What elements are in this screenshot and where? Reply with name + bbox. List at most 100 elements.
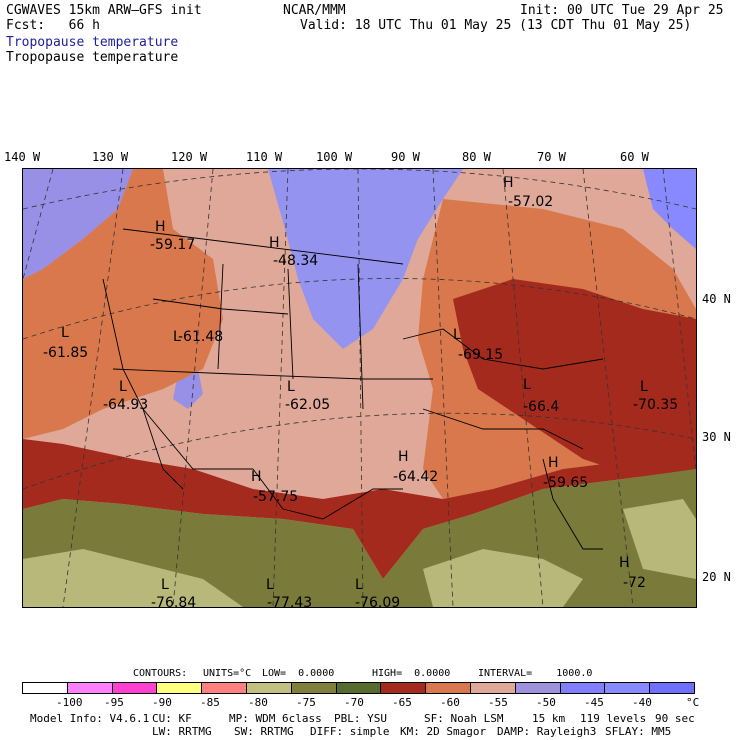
legend-swatch bbox=[112, 683, 158, 693]
legend-swatch bbox=[246, 683, 292, 693]
pressure-center-label: L bbox=[161, 577, 169, 593]
pressure-center-label: L bbox=[119, 379, 127, 395]
lon-label: 100 W bbox=[316, 150, 353, 164]
lat-label: 30 N bbox=[702, 430, 731, 444]
annotation-value: -76.84 bbox=[151, 595, 196, 608]
annotation-value: -66.4 bbox=[523, 399, 559, 415]
annotation-value: -48.34 bbox=[273, 253, 318, 269]
lon-label: 140 W bbox=[4, 150, 41, 164]
contours-units: UNITS=°C bbox=[203, 668, 252, 679]
lat-label: 20 N bbox=[702, 570, 731, 584]
pressure-center-label: H bbox=[251, 469, 262, 485]
annotation-value: -57.75 bbox=[253, 489, 298, 505]
annotation-value: -69.15 bbox=[458, 347, 503, 363]
pressure-center-label: H bbox=[269, 235, 280, 251]
legend-label: -95 bbox=[104, 696, 124, 709]
damping-option: DAMP: Rayleigh3 bbox=[497, 725, 597, 738]
region-east-cold bbox=[453, 279, 696, 479]
legend-label: -85 bbox=[200, 696, 220, 709]
legend-label: -80 bbox=[248, 696, 268, 709]
legend-swatch bbox=[426, 683, 471, 693]
pressure-center-label: L bbox=[61, 325, 69, 341]
legend-label: -65 bbox=[392, 696, 412, 709]
forecast-hour: Fcst: 66 h bbox=[6, 18, 100, 33]
pressure-center-label: H bbox=[155, 219, 166, 235]
boundaries bbox=[102, 228, 604, 550]
annotation-value: -59.17 bbox=[150, 237, 195, 253]
legend-label: -50 bbox=[536, 696, 556, 709]
lon-label: 80 W bbox=[462, 150, 491, 164]
legend-label: -55 bbox=[488, 696, 508, 709]
lon-label: 130 W bbox=[92, 150, 129, 164]
annotation-value: -72 bbox=[623, 575, 646, 591]
pressure-center-label: L bbox=[523, 377, 531, 393]
pressure-center-label: L bbox=[287, 379, 295, 395]
legend-swatch bbox=[381, 683, 427, 693]
model-title: CGWAVES 15km ARW–GFS init bbox=[6, 3, 202, 18]
surface-scheme: SF: Noah LSM bbox=[424, 712, 504, 725]
annotation-value: -64.42 bbox=[393, 469, 438, 485]
weather-map: H -57.02 H -59.17 H -48.34 L -61.85 L -6… bbox=[22, 168, 697, 608]
surface-layer-scheme: SFLAY: MM5 bbox=[605, 725, 672, 738]
lon-label: 60 W bbox=[620, 150, 649, 164]
legend-label: -60 bbox=[440, 696, 460, 709]
legend-swatch bbox=[605, 683, 651, 693]
annotation-value: -61.85 bbox=[43, 345, 88, 361]
color-legend bbox=[22, 682, 695, 694]
lon-label: 70 W bbox=[537, 150, 566, 164]
eddy-coefficient-option: KM: 2D Smagor bbox=[400, 725, 487, 738]
contours-low: LOW= 0.0000 bbox=[262, 668, 335, 679]
annotations: H -57.02 H -59.17 H -48.34 L -61.85 L -6… bbox=[43, 175, 678, 608]
pbl-scheme: PBL: YSU bbox=[334, 712, 387, 725]
region-south-cold bbox=[23, 439, 696, 579]
annotation-value: -57.02 bbox=[508, 194, 553, 210]
pressure-center-label: L bbox=[173, 329, 181, 345]
annotation-value: -77.43 bbox=[267, 595, 312, 608]
pressure-center-label: L bbox=[355, 577, 363, 593]
annotation-value: -62.05 bbox=[285, 397, 330, 413]
valid-time: Valid: 18 UTC Thu 01 May 25 (13 CDT Thu … bbox=[300, 18, 692, 33]
contours-high: HIGH= 0.0000 bbox=[372, 668, 451, 679]
legend-swatch bbox=[23, 683, 68, 693]
annotation-value: -70.35 bbox=[633, 397, 678, 413]
field-title-secondary: Tropopause temperature bbox=[6, 50, 179, 65]
field-title-primary: Tropopause temperature bbox=[6, 35, 179, 50]
microphysics-scheme: MP: WDM 6class bbox=[229, 712, 322, 725]
legend-swatch bbox=[515, 683, 561, 693]
legend-label: -90 bbox=[152, 696, 172, 709]
legend-label: -40 bbox=[632, 696, 652, 709]
graticule bbox=[23, 169, 696, 607]
annotation-value: -59.65 bbox=[543, 475, 588, 491]
model-info: Model Info: V4.6.1 bbox=[30, 712, 150, 725]
legend-swatch bbox=[157, 683, 203, 693]
region-ne-warm bbox=[643, 169, 696, 249]
resolution: 15 km bbox=[532, 712, 566, 725]
annotation-value: -64.93 bbox=[103, 397, 148, 413]
legend-label: -75 bbox=[296, 696, 316, 709]
legend-swatch bbox=[560, 683, 606, 693]
region-se-khaki bbox=[623, 499, 696, 579]
contours-interval: INTERVAL= 1000.0 bbox=[478, 668, 593, 679]
pressure-center-label: H bbox=[619, 555, 630, 571]
region-gulf-khaki bbox=[423, 549, 583, 607]
pressure-center-label: L bbox=[266, 577, 274, 593]
timestep: 90 sec bbox=[655, 712, 695, 725]
legend-label: -100 bbox=[56, 696, 83, 709]
legend-label: -45 bbox=[584, 696, 604, 709]
pressure-center-label: L bbox=[640, 379, 648, 395]
legend-swatch bbox=[67, 683, 113, 693]
region-nw-warm bbox=[23, 169, 133, 279]
organization: NCAR/MMM bbox=[283, 3, 346, 18]
legend-units: °C bbox=[686, 696, 700, 709]
legend-swatch bbox=[202, 683, 247, 693]
lat-label: 40 N bbox=[702, 292, 731, 306]
legend-swatch bbox=[291, 683, 337, 693]
legend-swatch bbox=[470, 683, 516, 693]
contours-label: CONTOURS: bbox=[133, 668, 188, 679]
pressure-center-label: H bbox=[548, 455, 559, 471]
lon-label: 110 W bbox=[246, 150, 283, 164]
diffusion-option: DIFF: simple bbox=[310, 725, 390, 738]
pressure-center-label: H bbox=[503, 175, 514, 191]
shortwave-scheme: SW: RRTMG bbox=[234, 725, 294, 738]
vertical-levels: 119 levels bbox=[580, 712, 647, 725]
